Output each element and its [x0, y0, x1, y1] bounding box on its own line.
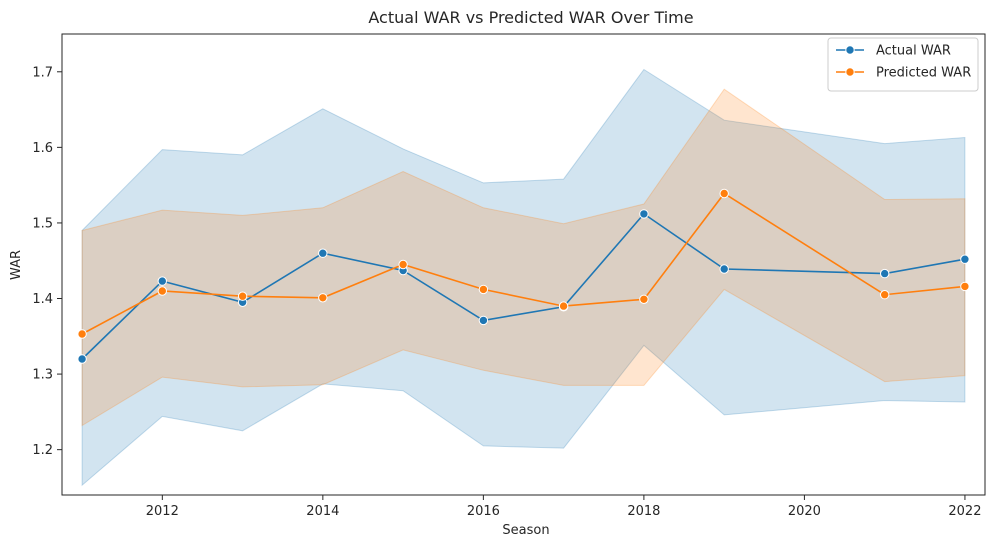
y-tick-label: 1.7 [32, 65, 53, 80]
x-tick-label: 2014 [306, 504, 339, 519]
y-axis-ticks: 1.2 1.3 1.4 1.5 1.6 1.7 [32, 65, 62, 458]
legend-label: Actual WAR [876, 44, 951, 59]
x-tick-label: 2020 [788, 504, 821, 519]
data-point [157, 286, 168, 296]
ci-band-1 [81, 88, 966, 427]
y-tick-label: 1.2 [32, 443, 53, 458]
data-point [77, 354, 87, 364]
data-point [478, 315, 489, 326]
confidence-bands [81, 68, 966, 487]
data-point [478, 284, 489, 295]
legend: Actual WAR Predicted WAR [827, 37, 979, 92]
x-tick-label: 2018 [627, 504, 660, 519]
series-points [77, 188, 970, 364]
data-point [398, 259, 408, 270]
ci-band-0 [81, 68, 966, 487]
data-point [880, 290, 890, 300]
x-axis-ticks: 2012 2014 2016 2018 2020 2022 [146, 495, 981, 519]
data-point [318, 248, 328, 258]
data-point [558, 301, 569, 311]
data-point [960, 281, 970, 292]
data-point [237, 291, 248, 301]
plot-frame [61, 33, 986, 496]
data-point [157, 276, 168, 286]
x-tick-label: 2012 [146, 504, 179, 519]
y-tick-label: 1.6 [32, 141, 53, 156]
data-point [719, 188, 729, 199]
legend-frame [827, 37, 979, 92]
data-point [318, 293, 328, 303]
y-tick-label: 1.5 [32, 216, 53, 231]
y-tick-label: 1.4 [32, 292, 53, 307]
chart-title: Actual WAR vs Predicted WAR Over Time [368, 8, 693, 27]
legend-marker [845, 67, 855, 77]
x-axis-label: Season [502, 523, 549, 538]
data-point [77, 329, 87, 339]
data-point [639, 209, 649, 219]
x-tick-label: 2016 [467, 504, 500, 519]
data-point [639, 294, 649, 304]
legend-marker [845, 45, 855, 55]
x-tick-label: 2022 [948, 504, 981, 519]
y-axis-label: WAR [9, 250, 24, 280]
data-point [719, 264, 729, 274]
data-point [880, 268, 890, 279]
legend-label: Predicted WAR [876, 66, 971, 81]
y-tick-label: 1.3 [32, 368, 53, 383]
data-point [960, 254, 970, 264]
